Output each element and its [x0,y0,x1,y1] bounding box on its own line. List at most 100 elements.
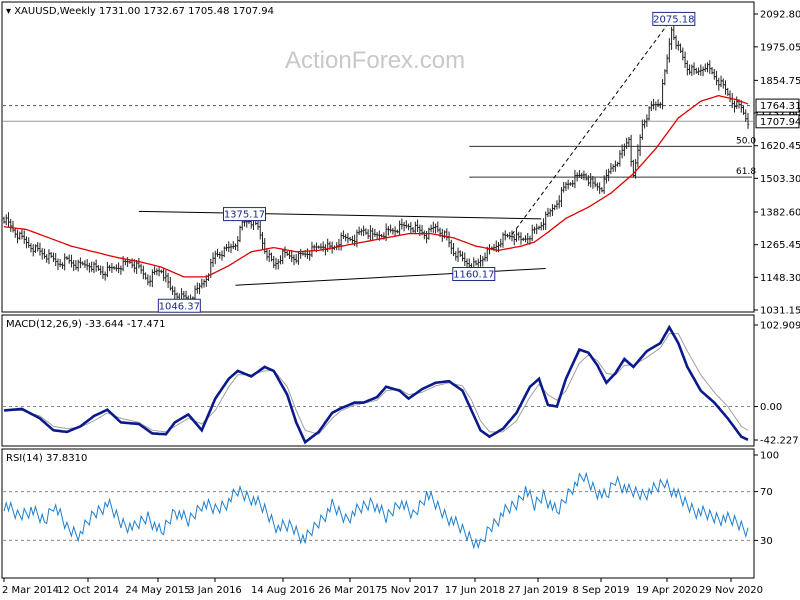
price-bar [706,62,709,73]
price-bar [735,96,738,110]
price-annotation: 1160.17 [452,267,496,282]
price-bar [661,79,664,110]
annotation-label: 1375.17 [224,210,265,221]
price-bar [589,173,592,188]
price-bar [537,225,541,230]
annotation-label: 1160.17 [453,270,494,281]
price-bar [591,175,595,189]
price-bar [477,258,480,267]
price-bar [16,229,19,244]
macd-y-axis: 102.909 0.00 -42.227 [3,321,800,447]
price-bar [355,229,359,248]
price-bar [198,283,201,295]
price-bar [61,262,64,269]
price-bar [450,239,453,255]
price-bar [261,231,264,250]
current-price-tag: 1764.31 [755,98,800,113]
price-bar [202,279,206,288]
price-bar [144,272,147,280]
price-bar [459,250,462,257]
price-bar [719,75,723,88]
x-tick-label: 8 Sep 2019 [572,585,629,596]
price-bar [110,262,114,273]
price-bar [164,270,168,283]
x-tick-label: 14 Aug 2016 [251,585,315,596]
price-bar [663,69,667,86]
price-bar [70,254,73,268]
price-bar [562,182,565,193]
price-bar [483,252,487,262]
x-tick-label: 24 May 2015 [125,585,190,596]
price-bar [681,47,685,61]
price-bar [366,229,370,240]
watermark: ActionForex.com [285,47,465,74]
price-bar [196,282,199,294]
price-annotation: 1375.17 [223,207,267,222]
price-bar [742,105,745,115]
rsi-tick-label: 70 [760,487,773,498]
price-bar [155,268,159,276]
price-bar [683,51,687,68]
price-bar [45,254,48,263]
price-bar [137,257,141,269]
macd-tick-label: 0.00 [760,402,782,413]
price-bar [546,207,550,218]
price-bar [310,241,314,258]
price-bar [611,164,615,172]
rsi-line [3,471,749,550]
price-bar [654,101,658,111]
price-bar [67,254,71,264]
price-bar [627,136,631,147]
price-bar [101,266,105,279]
price-bar [90,261,93,272]
annotation-label: 2075.18 [653,14,694,25]
price-bar [216,248,219,257]
price-bar [569,182,572,186]
price-bar [672,24,676,41]
price-bar [461,251,464,262]
price-bar [106,261,109,278]
price-bar [695,67,698,74]
overlapped-price-label: 1737.60 [760,109,800,120]
price-bar [674,35,678,50]
price-bar [713,68,716,80]
price-bar [405,220,408,229]
annotation-box [652,11,696,26]
price-tick-label: 1382.60 [760,208,800,219]
price-bar [620,144,624,159]
price-bar [690,64,694,76]
price-bar [23,230,26,244]
price-guides: 50.0 61.8 [3,105,756,178]
price-bar [688,64,691,75]
current-price-tag: 1707.94 [755,114,800,129]
price-bar [616,161,619,167]
price-bar [344,234,347,242]
price-bar [636,144,640,168]
price-bar [171,285,174,295]
price-bar [692,62,696,75]
price-bar [452,243,455,256]
macd-tick-label: 102.909 [760,321,800,332]
price-tick-label: 1620.45 [760,141,800,152]
price-panel: ActionForex.com ▾ XAUUSD,Weekly 1731.00 … [1,1,800,317]
price-y-axis: 2092.80 1975.05 1854.75 1737.60 1620.45 1503.… [754,10,800,317]
price-bar [277,258,280,270]
price-bar [697,67,700,76]
price-bar [99,265,102,275]
price-bar [151,269,154,288]
price-annotation: 1046.37 [157,298,201,313]
price-bar [724,80,727,95]
price-bar [29,243,33,253]
price-bar [387,226,390,236]
price-bar [88,262,91,273]
price-bar [371,227,374,240]
price-bar [641,119,644,140]
price-bar [126,257,129,268]
price-bar [360,228,363,236]
price-bar [414,221,417,235]
price-bar [9,218,12,232]
price-bar [650,101,653,111]
price-bar [670,26,673,50]
